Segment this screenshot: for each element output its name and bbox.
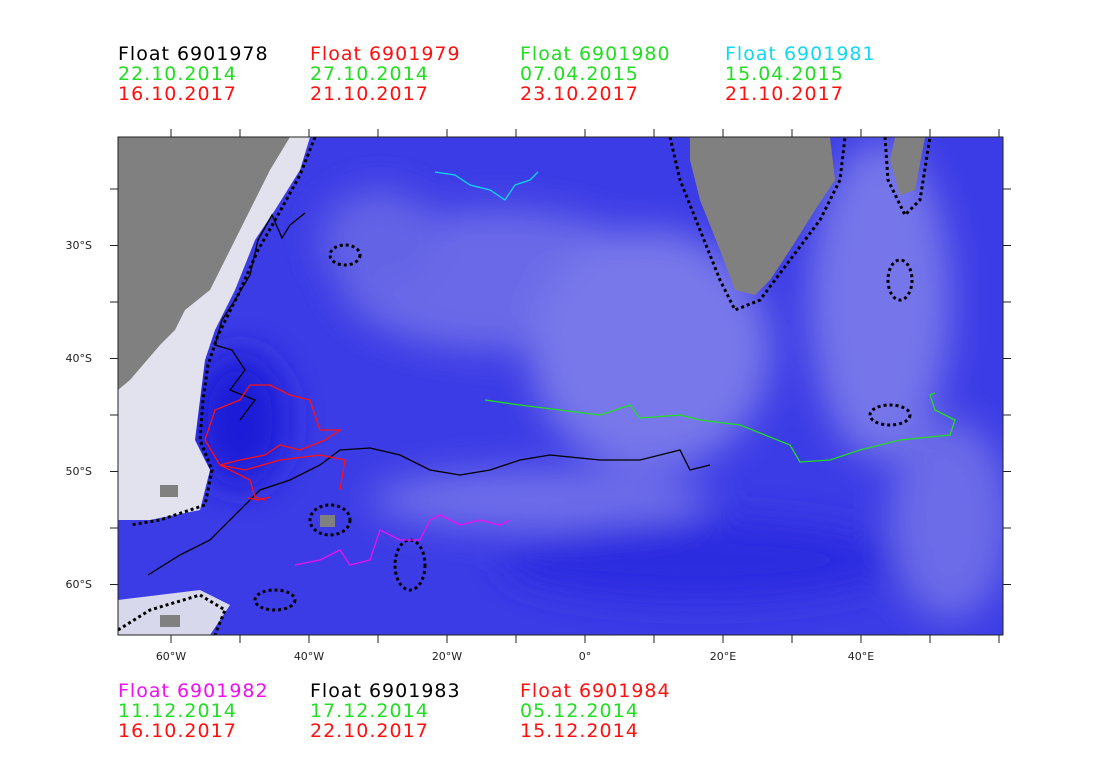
contour xyxy=(668,137,847,312)
map-frame xyxy=(117,136,1004,636)
start-date: 11.12.2014 xyxy=(118,700,237,722)
end-date: 16.10.2017 xyxy=(118,720,237,742)
float-name: Float 6901979 xyxy=(310,43,461,65)
contour xyxy=(328,243,362,267)
shelf xyxy=(118,590,230,635)
contour xyxy=(868,403,912,427)
float-track xyxy=(204,384,346,501)
float-track xyxy=(214,212,306,421)
y-tick-label: 40°S xyxy=(66,352,92,365)
land xyxy=(320,515,335,527)
float-name: Float 6901981 xyxy=(725,43,876,65)
y-tick-label: 50°S xyxy=(66,465,92,478)
float-name: Float 6901983 xyxy=(310,680,461,702)
float-name: Float 6901980 xyxy=(520,43,671,65)
start-date: 05.12.2014 xyxy=(520,700,639,722)
float-name: Float 6901982 xyxy=(118,680,269,702)
float-track xyxy=(247,496,271,501)
end-date: 16.10.2017 xyxy=(118,83,237,105)
contour xyxy=(129,137,317,527)
land xyxy=(118,137,290,390)
bathymetry-shading xyxy=(190,140,1003,620)
x-tick-label: 40°E xyxy=(848,650,874,663)
x-tick-label: 20°E xyxy=(710,650,736,663)
start-date: 15.04.2015 xyxy=(725,63,844,85)
contour xyxy=(118,593,227,635)
map-area xyxy=(118,137,1003,635)
x-tick-label: 40°W xyxy=(294,650,324,663)
end-date: 15.12.2014 xyxy=(520,720,639,742)
x-tick-label: 0° xyxy=(579,650,592,663)
x-tick-label: 20°W xyxy=(432,650,462,663)
float-track xyxy=(294,514,511,566)
land xyxy=(890,137,925,195)
start-date: 07.04.2015 xyxy=(520,63,639,85)
contour xyxy=(393,538,427,592)
contour xyxy=(886,258,914,302)
float-name: Float 6901978 xyxy=(118,43,269,65)
contour xyxy=(308,503,352,537)
land xyxy=(690,137,835,295)
y-tick-label: 60°S xyxy=(66,578,92,591)
end-date: 22.10.2017 xyxy=(310,720,429,742)
end-date: 21.10.2017 xyxy=(725,83,844,105)
float-track xyxy=(434,171,539,201)
land xyxy=(160,485,178,497)
end-date: 21.10.2017 xyxy=(310,83,429,105)
end-date: 23.10.2017 xyxy=(520,83,639,105)
x-tick-label: 60°W xyxy=(156,650,186,663)
float-track xyxy=(484,392,956,463)
float-track xyxy=(147,447,711,576)
start-date: 27.10.2014 xyxy=(310,63,429,85)
y-tick-label: 30°S xyxy=(66,239,92,252)
contour xyxy=(253,588,297,612)
start-date: 17.12.2014 xyxy=(310,700,429,722)
axes: 60°W 40°W 20°W 0° 20°E 40°E 30°S 40°S 50°S 60°S xyxy=(66,129,1011,663)
float-name: Float 6901984 xyxy=(520,680,671,702)
land xyxy=(160,615,180,627)
start-date: 22.10.2014 xyxy=(118,63,237,85)
